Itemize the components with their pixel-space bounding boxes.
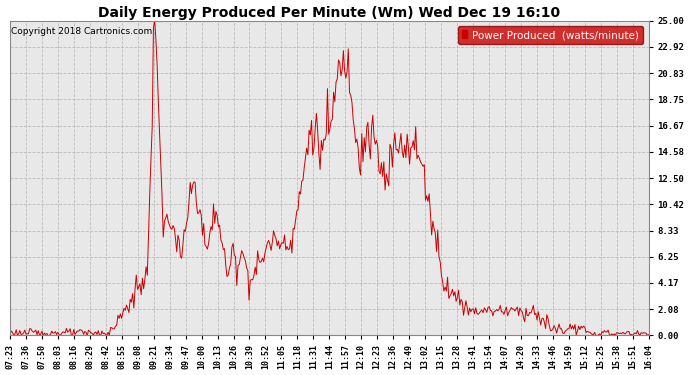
Legend: Power Produced  (watts/minute): Power Produced (watts/minute) [457, 26, 643, 44]
Title: Daily Energy Produced Per Minute (Wm) Wed Dec 19 16:10: Daily Energy Produced Per Minute (Wm) We… [98, 6, 560, 20]
Text: Copyright 2018 Cartronics.com: Copyright 2018 Cartronics.com [11, 27, 152, 36]
